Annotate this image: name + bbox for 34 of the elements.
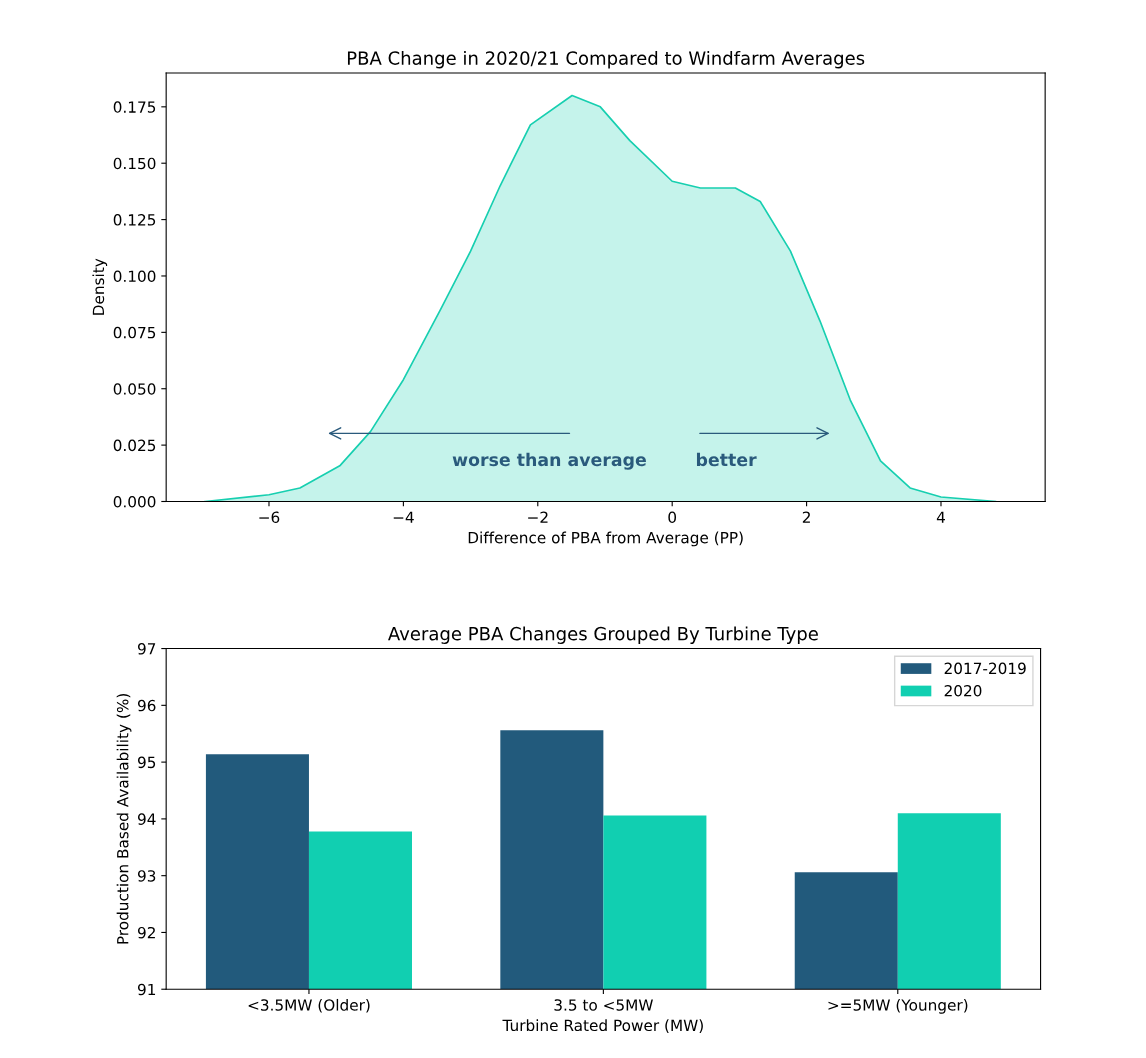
y-tick-label: 96 [137, 699, 156, 712]
y-tick-label: 0.075 [113, 326, 156, 339]
y-tick-label: 92 [137, 926, 155, 939]
y-tick-label: 97 [137, 643, 156, 655]
legend-label: 2020 [944, 685, 982, 697]
chart-title: Average PBA Changes Grouped By Turbine Type [388, 626, 818, 644]
x-tick-label: 0 [668, 511, 677, 524]
x-axis-title: Difference of PBA from Average (PP) [468, 531, 743, 547]
y-tick-label: 95 [137, 756, 156, 769]
x-tick-label: 4 [936, 511, 945, 523]
x-tick-label: 3.5 to <5MW [554, 999, 653, 1011]
x-tick-label: −4 [393, 511, 414, 523]
y-tick-label: 93 [137, 870, 156, 882]
y-axis-title: Density [92, 258, 108, 315]
y-tick-label: 0.125 [113, 214, 156, 226]
y-tick-label: 0.050 [113, 383, 156, 395]
x-tick-label: −2 [528, 511, 548, 523]
y-tick-label: 0.175 [113, 101, 156, 113]
x-tick-label: <3.5MW (Older) [248, 998, 370, 1013]
y-axis-title: Production Based Availability (%) [116, 693, 132, 944]
x-tick-label: >=5MW (Younger) [828, 998, 968, 1014]
x-tick-label: −6 [259, 511, 280, 524]
legend-label: 2017-2019 [944, 662, 1026, 675]
chart-title: PBA Change in 2020/21 Compared to Windfarm Averages [347, 50, 865, 69]
y-tick-label: 91 [137, 983, 156, 996]
annotation: worse than average [452, 452, 646, 470]
x-axis-title: Turbine Rated Power (MW) [502, 1019, 703, 1033]
y-tick-label: 0.025 [113, 439, 156, 452]
y-tick-label: 0.000 [113, 495, 156, 508]
y-tick-label: 0.100 [113, 270, 156, 282]
x-tick-label: 2 [802, 511, 810, 523]
annotation: better [696, 452, 757, 467]
y-tick-label: 0.150 [113, 157, 156, 170]
y-tick-label: 94 [137, 813, 156, 825]
